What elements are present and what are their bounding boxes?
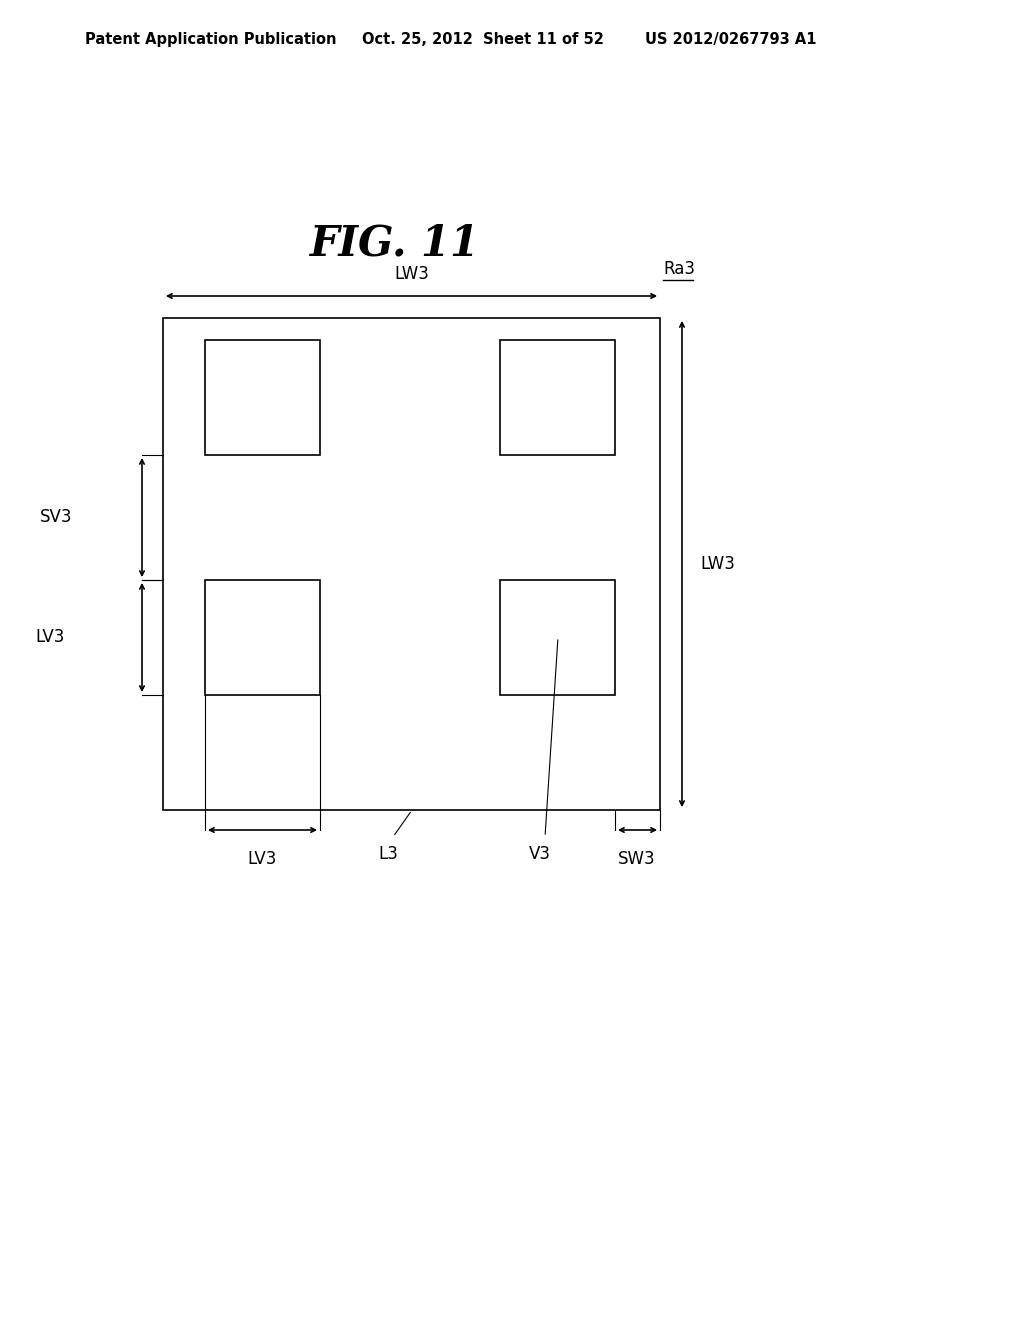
Bar bbox=[163, 318, 660, 810]
Text: L3: L3 bbox=[378, 845, 398, 863]
Text: LW3: LW3 bbox=[394, 265, 429, 282]
Text: FIG. 11: FIG. 11 bbox=[310, 222, 480, 264]
Text: Ra3: Ra3 bbox=[663, 260, 695, 279]
Text: Patent Application Publication: Patent Application Publication bbox=[85, 32, 337, 48]
Text: SV3: SV3 bbox=[40, 508, 72, 525]
Bar bbox=[500, 341, 615, 455]
Bar bbox=[205, 341, 319, 455]
Bar bbox=[205, 579, 319, 696]
Text: Oct. 25, 2012  Sheet 11 of 52: Oct. 25, 2012 Sheet 11 of 52 bbox=[362, 32, 604, 48]
Text: LV3: LV3 bbox=[36, 628, 65, 645]
Text: LW3: LW3 bbox=[700, 554, 735, 573]
Text: SW3: SW3 bbox=[618, 850, 655, 869]
Text: LV3: LV3 bbox=[248, 850, 276, 869]
Bar bbox=[500, 579, 615, 696]
Text: V3: V3 bbox=[529, 845, 551, 863]
Text: US 2012/0267793 A1: US 2012/0267793 A1 bbox=[645, 32, 816, 48]
